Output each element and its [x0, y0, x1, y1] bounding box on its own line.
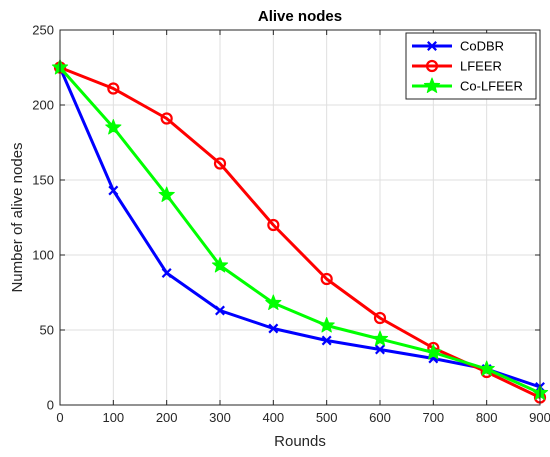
- y-axis-label: Number of alive nodes: [9, 142, 26, 292]
- y-tick-label: 0: [47, 398, 54, 413]
- legend-label: Co-LFEER: [460, 79, 523, 94]
- data-point: [321, 335, 332, 346]
- plot-border: [59, 29, 541, 406]
- legend-marker: [427, 41, 437, 51]
- x-axis-label: Rounds: [274, 433, 326, 450]
- y-tick-label: 250: [32, 23, 54, 38]
- data-point: [373, 311, 387, 325]
- data-point: [267, 218, 280, 232]
- series-line: [58, 66, 541, 395]
- series-layer: [51, 59, 549, 404]
- data-point: [318, 317, 335, 333]
- y-tick-label: 100: [32, 248, 54, 263]
- data-point: [105, 119, 122, 135]
- data-point: [211, 257, 229, 273]
- x-tick-label: 200: [156, 410, 178, 425]
- series-line: [58, 66, 541, 389]
- data-point: [425, 344, 442, 360]
- chart-title: Alive nodes: [258, 8, 342, 25]
- data-point: [268, 323, 279, 334]
- x-tick-label: 0: [56, 410, 63, 425]
- legend: CoDBR LFEER Co-LFEER: [405, 32, 537, 100]
- data-point: [160, 112, 173, 125]
- data-point: [371, 330, 389, 346]
- x-tick-label: 500: [316, 410, 338, 425]
- x-tick-label: 900: [529, 410, 550, 425]
- legend-label: LFEER: [460, 59, 502, 74]
- data-point: [161, 268, 172, 278]
- data-point: [478, 360, 495, 376]
- data-point: [265, 294, 282, 310]
- data-point: [107, 82, 120, 95]
- x-tick-label: 800: [476, 410, 498, 425]
- data-point: [108, 185, 119, 196]
- legend-entry: CoDBR: [412, 39, 504, 54]
- legend-marker: [425, 59, 439, 73]
- data-point: [215, 305, 225, 316]
- x-tick-label: 400: [262, 410, 284, 425]
- legend-entry: Co-LFEER: [412, 77, 523, 94]
- legend-entry: LFEER: [412, 59, 502, 74]
- ticks: 0 100 200 300 400 500 600 700 800 900 0 50 100 150 200…: [32, 23, 550, 426]
- x-tick-label: 700: [422, 410, 444, 425]
- legend-marker: [423, 77, 441, 93]
- y-tick-label: 200: [32, 98, 54, 113]
- data-point: [320, 272, 333, 286]
- x-tick-label: 600: [369, 410, 391, 425]
- data-point: [375, 344, 385, 355]
- y-tick-label: 50: [40, 323, 54, 338]
- data-point: [158, 186, 175, 202]
- x-tick-label: 300: [209, 410, 231, 425]
- y-tick-label: 150: [32, 173, 54, 188]
- legend-label: CoDBR: [460, 39, 504, 54]
- x-tick-label: 100: [102, 410, 124, 425]
- data-point: [213, 157, 227, 170]
